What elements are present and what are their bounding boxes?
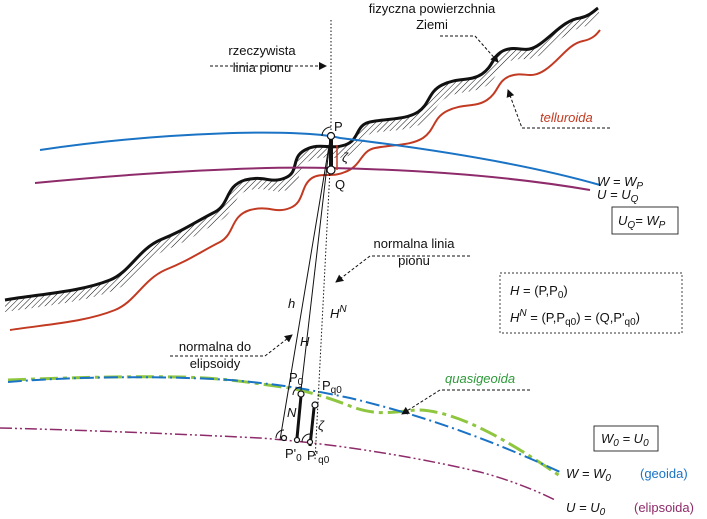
eq-HN-def: HN = (P,Pq0) = (Q,P'q0) [510, 308, 640, 328]
angle-marker-Pq0p [301, 433, 311, 443]
label-telluroid: telluroida [540, 110, 593, 125]
label-Pq0: Pq0 [322, 378, 342, 396]
box-height-definitions [499, 272, 683, 334]
telluroid-line [9, 29, 601, 331]
label-true-vertical-1: rzeczywista [228, 43, 296, 58]
quasigeoid-line [7, 375, 561, 478]
eq-U-UQ: U = UQ [597, 187, 639, 205]
eq-UQ-WP: UQ= WP [618, 213, 666, 231]
label-ellipsoid-normal-2: elipsoidy [190, 356, 241, 371]
label-normal-vertical-2: pionu [398, 253, 430, 268]
point-Pq0 [311, 401, 319, 409]
label-zeta-top: ζ [342, 150, 349, 165]
label-P0: P0 [289, 370, 304, 388]
label-surface-1: fizyczna powierzchnia [369, 1, 496, 16]
box-W0-U0 [593, 425, 659, 452]
point-Q [326, 165, 336, 175]
label-zeta-bottom: ζ [318, 418, 325, 433]
label-P: P [334, 119, 343, 134]
normal-vertical-line [314, 149, 332, 461]
eq-U-U0: U = U0 [566, 500, 606, 518]
point-P0 [297, 390, 305, 398]
point-foot-ellipsoid-normal [280, 434, 288, 442]
eq-W0-U0: W0 = U0 [601, 431, 649, 449]
leader-surface [440, 35, 499, 63]
label-h: h [288, 296, 295, 311]
label-normal-vertical-1: normalna linia [374, 236, 456, 251]
point-P0p [293, 436, 301, 444]
eq-H-def: H = (P,P0) [510, 283, 568, 301]
label-ellipsoid: (elipsoida) [634, 500, 694, 515]
ellipsoid-normal-line [279, 139, 331, 441]
point-Pq0p [306, 438, 314, 446]
eq-W-W0: W = W0 [566, 466, 611, 484]
label-true-vertical-2: linia pionu [233, 60, 292, 75]
segment-N [295, 395, 303, 439]
leader-ellipsoid-normal [170, 334, 293, 357]
leader-telluroid [506, 89, 610, 129]
leader-quasigeoid [401, 389, 530, 415]
angle-marker-P0 [292, 386, 302, 396]
geoid-line [7, 376, 561, 473]
label-quasigeoid: quasigeoida [445, 371, 515, 386]
label-Pq0p: P'q0 [307, 448, 330, 466]
angle-marker-P [321, 126, 332, 137]
angle-marker-foot [275, 429, 285, 439]
geop-surface-line [39, 131, 601, 186]
label-N: N [287, 405, 297, 420]
label-Q: Q [335, 177, 345, 192]
point-P [326, 131, 336, 141]
eq-W-WP: W = WP [597, 174, 643, 192]
ellipsoid-line [0, 427, 556, 501]
surface-hatch [5, 8, 600, 312]
label-ellipsoid-normal-1: normalna do [179, 339, 251, 354]
label-HN: HN [330, 304, 347, 321]
label-H: H [300, 334, 310, 349]
leader-normal-vertical [335, 255, 470, 283]
label-surface-2: Ziemi [416, 17, 448, 32]
label-geoid: (geoida) [640, 466, 688, 481]
label-P0p: P'0 [285, 446, 302, 464]
box-UQ-WP [611, 206, 679, 235]
segment-H [300, 139, 331, 391]
